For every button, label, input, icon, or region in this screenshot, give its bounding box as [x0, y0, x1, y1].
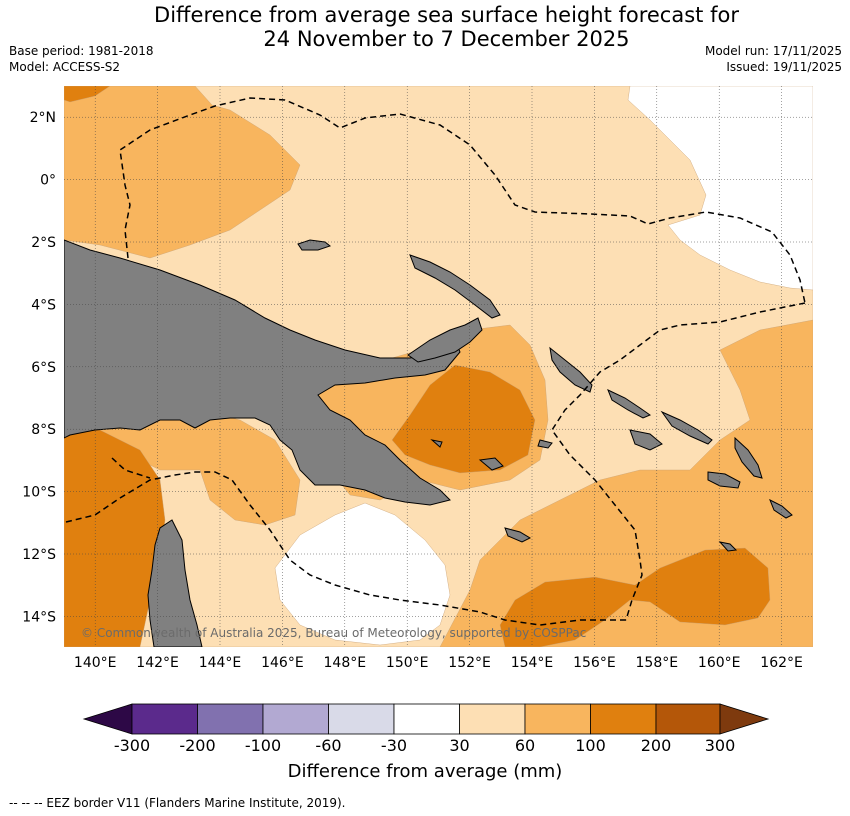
anomaly-neutral-coral-sea	[274, 502, 451, 646]
colorbar-title: Difference from average (mm)	[287, 761, 563, 782]
colorbar-bin-9	[655, 703, 721, 735]
meta-right: Model run: 17/11/2025 Issued: 19/11/2025	[705, 43, 842, 75]
land-choiseul	[607, 389, 652, 419]
graticule	[64, 86, 813, 647]
land-malaita	[734, 436, 763, 479]
land-trobriand	[430, 439, 443, 448]
longitude-label: 152°E	[448, 655, 491, 671]
colorbar-tick-label: -200	[179, 736, 215, 755]
longitude-label: 150°E	[386, 655, 429, 671]
model-run: Model run: 17/11/2025	[704, 44, 842, 58]
land-rossel	[718, 541, 738, 552]
land-rennell	[769, 498, 793, 519]
land-new-guinea	[64, 239, 461, 506]
title-line-1: Difference from average sea surface heig…	[154, 3, 739, 27]
latitude-label: 14°S	[22, 609, 56, 625]
latitude-label: 0°	[40, 173, 56, 189]
anomaly-neutral-northeast	[627, 86, 813, 291]
colorbar: -300 -200 -100 -60 -30 30 60 100 200 300	[82, 703, 770, 755]
longitude-label: 140°E	[74, 655, 117, 671]
latitude-label: 6°S	[31, 360, 56, 376]
longitude-label: 162°E	[760, 655, 803, 671]
meta-left: Base period: 1981-2018 Model: ACCESS-S2	[9, 43, 154, 75]
longitude-label: 154°E	[511, 655, 554, 671]
colorbar-extend-low	[82, 703, 133, 735]
anomaly-100-200-northwest-corner	[64, 86, 111, 103]
latitude-label: 10°S	[22, 485, 56, 501]
chart-title: Difference from average sea surface heig…	[0, 3, 850, 51]
land-louisiade	[504, 527, 532, 543]
latitude-label: 12°S	[22, 547, 56, 563]
colorbar-tick-label: -100	[245, 736, 281, 755]
model-name: Model: ACCESS-S2	[9, 60, 121, 74]
land-new-ireland	[409, 254, 501, 319]
longitude-label: 160°E	[698, 655, 741, 671]
colorbar-tick-label: 300	[705, 736, 736, 755]
colorbar-bin-4	[328, 703, 395, 735]
land-manus	[297, 239, 332, 251]
land-santa-isabel	[660, 410, 713, 445]
longitude-label: 142°E	[136, 655, 179, 671]
eez-border-torres	[111, 457, 151, 479]
latitude-label: 2°N	[30, 110, 56, 126]
land-woodlark	[537, 439, 553, 449]
issued-date: Issued: 19/11/2025	[726, 60, 842, 74]
colorbar-bin-6	[459, 703, 526, 735]
eez-legend-note: -- -- -- EEZ border V11 (Flanders Marine…	[9, 796, 346, 810]
colorbar-bin-2	[197, 703, 264, 735]
colorbar-tick-label: -30	[381, 736, 407, 755]
colorbar-extend-high	[719, 703, 770, 735]
eez-border-png	[119, 97, 806, 304]
colorbar-bin-8	[590, 703, 657, 735]
colorbar-tick-label: -300	[114, 736, 150, 755]
longitude-label: 144°E	[199, 655, 242, 671]
eez-border-solomons	[551, 302, 806, 621]
base-period: Base period: 1981-2018	[9, 44, 154, 58]
land-guadalcanal	[629, 429, 663, 451]
colorbar-bin-5	[393, 703, 460, 735]
longitude-label: 158°E	[636, 655, 679, 671]
latitude-label: 8°S	[31, 422, 56, 438]
colorbar-ticks: -300 -200 -100 -60 -30 30 60 100 200 300	[114, 736, 735, 755]
anomaly-100-200-central	[391, 364, 536, 474]
longitude-label: 146°E	[261, 655, 304, 671]
land-makira	[707, 471, 741, 489]
land-dentrecasteaux	[478, 457, 504, 471]
copyright-text: © Commonwealth of Australia 2025, Bureau…	[81, 626, 586, 640]
latitude-label: 4°S	[31, 297, 56, 313]
longitude-label: 148°E	[324, 655, 367, 671]
longitude-labels: 140°E 142°E 144°E 146°E 148°E 150°E 152°E 154°E…	[74, 655, 803, 671]
colorbar-tick-label: 30	[449, 736, 469, 755]
colorbar-bin-3	[262, 703, 329, 735]
colorbar-tick-label: 100	[575, 736, 606, 755]
colorbar-bin-7	[524, 703, 591, 735]
colorbar-tick-label: 200	[641, 736, 672, 755]
latitude-labels: 2°N 0° 2°S 4°S 6°S 8°S 10°S 12°S 14°S	[22, 110, 56, 625]
land-cape-york	[147, 519, 203, 647]
land-new-britain	[407, 317, 483, 363]
map-panel: © Commonwealth of Australia 2025, Bureau…	[64, 86, 813, 647]
title-line-2: 24 November to 7 December 2025	[263, 27, 630, 51]
colorbar-bin-1	[131, 703, 198, 735]
longitude-label: 156°E	[573, 655, 616, 671]
colorbar-tick-label: 60	[515, 736, 535, 755]
eez-border-coral	[65, 471, 626, 626]
land-bougainville	[549, 346, 593, 393]
colorbar-tick-label: -60	[315, 736, 341, 755]
latitude-label: 2°S	[31, 235, 56, 251]
